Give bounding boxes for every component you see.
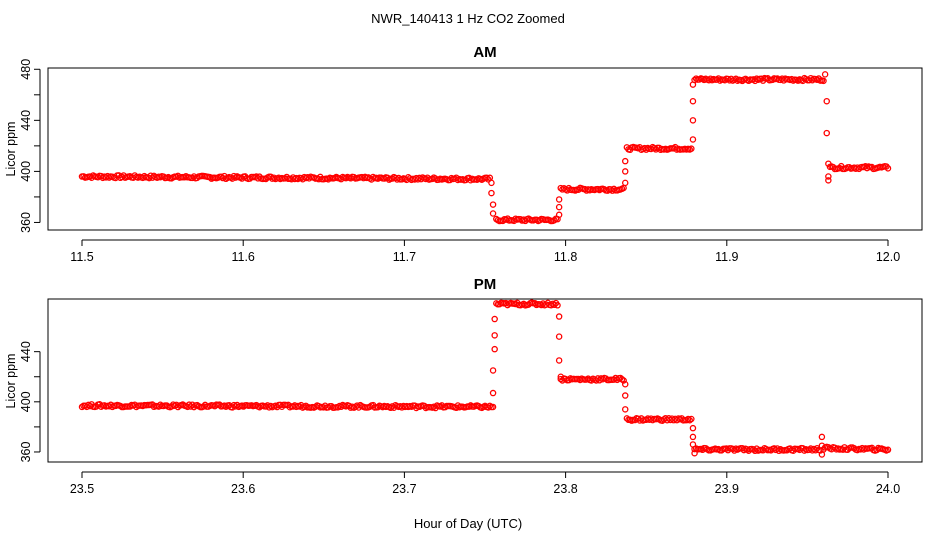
pm-points [78,299,892,458]
am-x-tick-label: 11.9 [715,250,738,264]
am-y-tick-label: 480 [19,59,33,80]
am-data-point [820,77,827,85]
pm-y-tick-label: 440 [19,341,33,362]
am-plot-frame [47,67,923,231]
pm-panel: PM Licor ppm 23.5 23.6 23.7 23.8 23.9 24.0 36… [4,276,923,496]
am-title: AM [473,44,496,61]
pm-x-tick-label: 23.8 [553,482,577,496]
am-data-point [825,173,832,180]
am-data-point [689,97,697,105]
am-y-axis: 360 400 440 480 [19,59,41,233]
pm-data-point [689,433,697,441]
am-x-tick-label: 11.6 [231,250,254,264]
am-y-tick-label: 400 [19,161,33,182]
pm-y-tick-label: 400 [19,391,33,412]
pm-data-point [689,441,697,448]
am-x-tick-label: 12.0 [876,250,900,264]
pm-data-point [554,302,561,309]
am-x-tick-label: 11.5 [70,250,93,264]
pm-data-point [620,377,627,384]
am-data-point [823,97,830,105]
am-data-point [689,81,697,88]
pm-x-tick-label: 23.5 [70,482,94,496]
pm-title: PM [474,276,497,293]
am-data-point [621,157,629,165]
am-data-point [821,71,829,78]
am-data-point [484,176,492,183]
pm-data-point [555,313,563,320]
pm-data-point [689,424,697,432]
pm-data-point [621,406,629,413]
am-ylabel: Licor ppm [4,122,18,177]
pm-data-point [688,415,695,423]
am-data-point [621,179,629,187]
pm-data-point [621,392,629,399]
figure-suptitle: NWR_140413 1 Hz CO2 Zoomed [371,11,565,26]
am-data-point [489,201,497,208]
am-data-point [483,174,490,182]
pm-x-axis: 23.5 23.6 23.7 23.8 23.9 24.0 [70,471,900,496]
figure-xlabel: Hour of Day (UTC) [414,516,522,531]
pm-data-point [621,381,629,388]
pm-data-point [491,345,498,353]
am-data-point [551,216,558,224]
am-data-point [555,203,563,211]
pm-data-point [691,449,698,457]
am-data-point [825,177,832,184]
pm-data-point [489,389,497,397]
pm-x-tick-label: 23.6 [231,482,255,496]
pm-data-point [387,404,394,412]
pm-data-point [555,333,563,340]
pm-x-tick-label: 24.0 [876,482,900,496]
am-x-axis: 11.5 11.6 11.7 11.8 11.9 12.0 [70,239,900,264]
pm-y-axis: 360 400 440 [19,341,41,462]
am-data-point [488,189,495,197]
am-y-tick-label: 360 [19,212,33,233]
am-x-tick-label: 11.8 [554,250,577,264]
pm-data-point [489,367,497,374]
am-data-point [823,129,830,137]
pm-data-point [884,446,892,454]
am-data-point [555,196,563,203]
am-data-point [689,136,697,143]
pm-data-point [551,301,558,309]
pm-data-point [557,373,565,380]
am-data-point [488,179,495,187]
pm-x-tick-label: 23.9 [715,482,739,496]
pm-x-tick-label: 23.7 [392,482,416,496]
am-data-point [688,145,695,152]
am-data-point [689,117,697,124]
pm-data-point [491,332,498,339]
pm-y-tick-label: 360 [19,441,33,462]
pm-data-point [489,403,497,411]
pm-data-point [818,433,826,441]
pm-data-point [491,315,498,323]
pm-data-point [818,442,826,449]
am-data-point [555,211,563,219]
am-data-point [489,210,497,217]
am-data-point [825,160,832,167]
am-data-point [621,168,629,175]
pm-plot-frame [47,298,923,463]
am-y-tick-label: 440 [19,110,33,131]
am-x-tick-label: 11.7 [393,250,416,264]
pm-ylabel: Licor ppm [4,354,18,409]
pm-data-point [818,451,826,458]
am-points [78,71,892,225]
am-data-point [884,165,892,172]
pm-data-point [555,357,563,364]
am-panel: AM Licor ppm 11.5 11.6 11.7 11.8 11.9 12.0 36… [4,44,923,264]
